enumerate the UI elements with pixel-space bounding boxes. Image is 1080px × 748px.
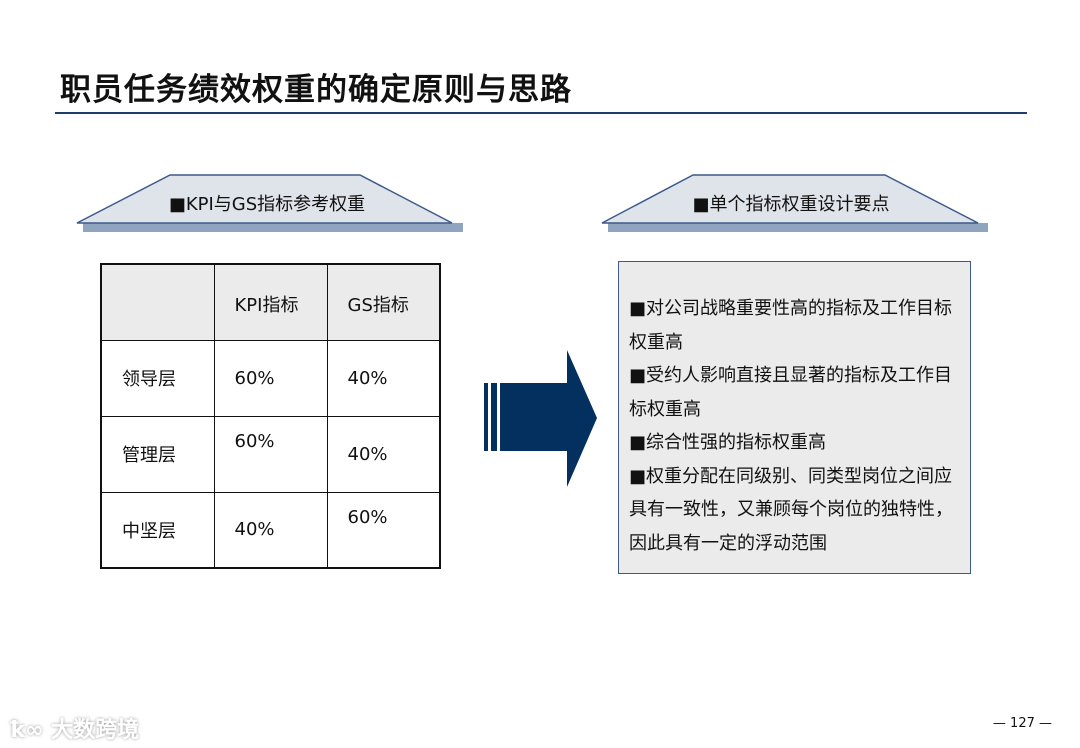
table-header-row: KPI指标 GS指标 xyxy=(100,263,441,341)
left-header-shadow xyxy=(83,223,463,232)
table-cell: 60% xyxy=(213,415,328,493)
table-cell: 领导层 xyxy=(100,339,215,417)
table-header-cell: GS指标 xyxy=(326,263,441,341)
table-row: 领导层 60% 40% xyxy=(100,339,441,417)
table-row: 中坚层 40% 60% xyxy=(100,491,441,569)
left-section-header: ■KPI与GS指标参考权重 xyxy=(168,194,366,215)
table-cell: 中坚层 xyxy=(100,491,215,569)
section-headers-shapes xyxy=(76,174,988,232)
point-item: ■综合性强的指标权重高 xyxy=(629,432,827,453)
table-cell: 40% xyxy=(326,339,441,417)
table-header-cell: KPI指标 xyxy=(213,263,328,341)
arrow-right-icon xyxy=(484,350,597,487)
left-header-shape xyxy=(76,174,453,224)
watermark-logo: ꝁ∞ 大数跨境 xyxy=(10,718,140,743)
right-header-shadow xyxy=(608,223,988,232)
point-item: ■对公司战略重要性高的指标及工作目标权重高 xyxy=(629,298,953,353)
table-cell: 60% xyxy=(213,339,328,417)
table-cell: 40% xyxy=(213,491,328,569)
table-header-cell xyxy=(100,263,215,341)
title-divider xyxy=(55,112,1027,114)
table-cell: 40% xyxy=(326,415,441,493)
weight-design-points: ■对公司战略重要性高的指标及工作目标权重高 ■受约人影响直接且显著的指标及工作目… xyxy=(618,261,971,574)
table-cell: 60% xyxy=(326,491,441,569)
right-header-shape xyxy=(601,174,979,224)
point-item: ■受约人影响直接且显著的指标及工作目标权重高 xyxy=(629,365,953,420)
point-item: ■权重分配在同级别、同类型岗位之间应 具有一致性，又兼顾每个岗位的独特性， 因此… xyxy=(629,465,953,554)
weight-table: KPI指标 GS指标 领导层 60% 40% 管理层 60% 40% 中坚层 4… xyxy=(100,263,441,569)
table-row: 管理层 60% 40% xyxy=(100,415,441,493)
right-section-header: ■单个指标权重设计要点 xyxy=(692,194,890,215)
page-number: — 127 — xyxy=(992,716,1052,731)
page-title: 职员任务绩效权重的确定原则与思路 xyxy=(60,72,572,108)
table-cell: 管理层 xyxy=(100,415,215,493)
